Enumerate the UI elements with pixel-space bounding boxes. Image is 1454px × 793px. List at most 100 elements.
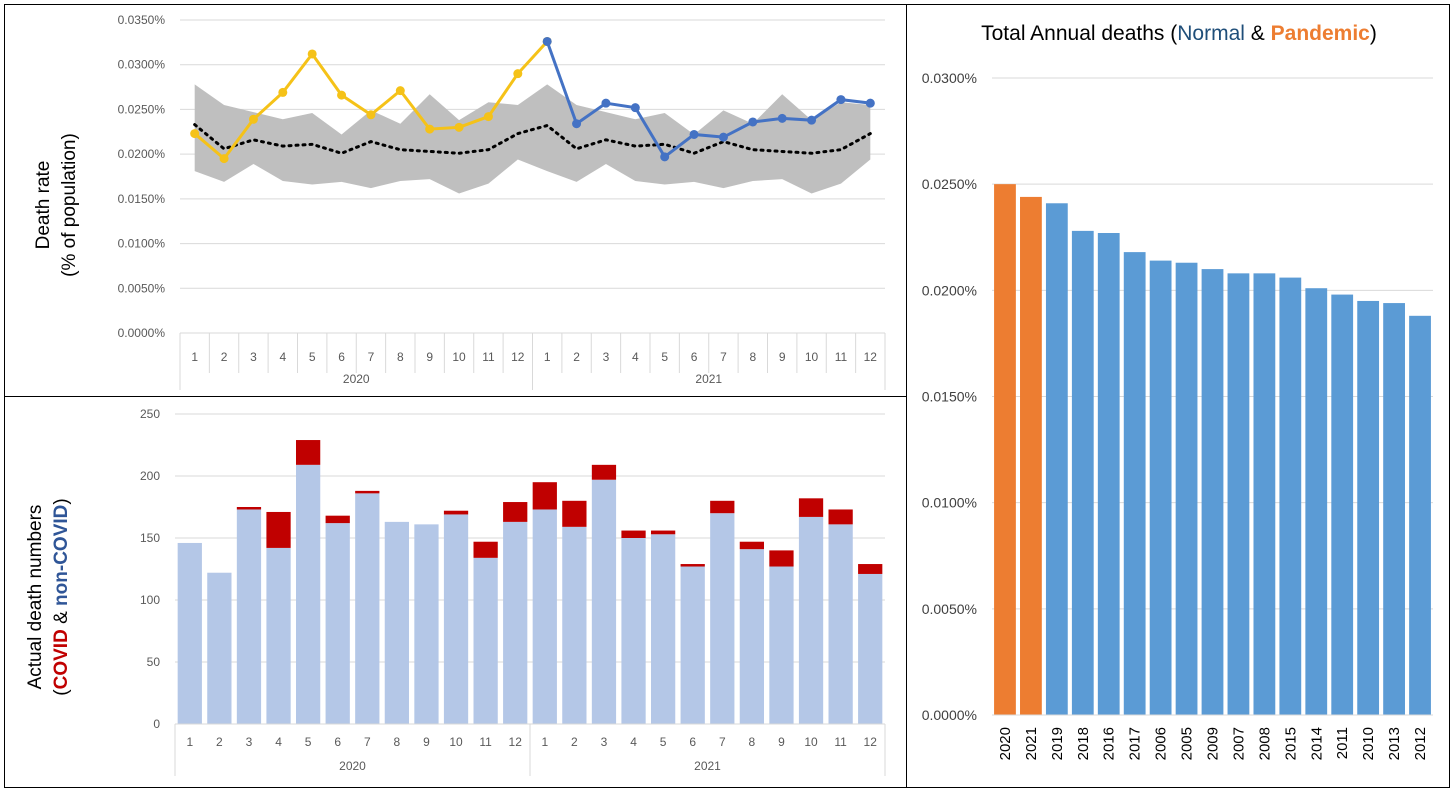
x-tick-month: 6 xyxy=(691,350,698,364)
x-year-label: 2016 xyxy=(1101,727,1118,760)
point-2021 xyxy=(572,119,582,129)
x-year-label: 2006 xyxy=(1153,727,1170,760)
bar-year xyxy=(994,184,1016,715)
point-2020 xyxy=(425,124,435,134)
point-2020 xyxy=(278,87,288,97)
y-tick-label: 0.0050% xyxy=(922,601,977,617)
bar-noncovid xyxy=(473,557,498,724)
point-2021 xyxy=(630,103,640,113)
y-tick-label: 0.0050% xyxy=(118,281,166,295)
x-tick-month: 2 xyxy=(573,350,580,364)
x-tick-month: 9 xyxy=(423,735,430,749)
x-tick-month: 1 xyxy=(191,350,198,364)
bar-covid xyxy=(473,541,498,558)
x-year-label: 2009 xyxy=(1205,727,1222,760)
bar-year xyxy=(1097,233,1120,715)
point-2021 xyxy=(777,113,787,123)
point-2021 xyxy=(807,115,817,125)
bar-year xyxy=(1020,196,1042,715)
y-tick-label: 100 xyxy=(140,593,160,607)
x-tick-month: 4 xyxy=(630,735,637,749)
bar-year xyxy=(1357,300,1380,715)
bar-year xyxy=(1201,269,1224,715)
x-tick-month: 9 xyxy=(426,350,433,364)
point-2021 xyxy=(836,95,846,105)
x-year-label: 2019 xyxy=(1049,727,1066,760)
x-year-label: 2020 xyxy=(343,372,370,386)
x-tick-month: 6 xyxy=(334,735,341,749)
x-year-label: 2021 xyxy=(695,372,722,386)
bar-noncovid xyxy=(710,513,735,724)
bar-noncovid xyxy=(443,514,469,724)
death-rate-chart: 0.0000% 0.0050% 0.0100% 0.0150% 0.0200% 0.025… xyxy=(33,13,886,390)
bar-noncovid xyxy=(858,573,883,724)
bar-noncovid xyxy=(591,479,617,724)
point-2021 xyxy=(601,98,611,108)
annual-deaths-title: Total Annual deaths (Normal & Pandemic) xyxy=(981,22,1377,45)
bar-covid xyxy=(295,440,321,465)
x-year-label: 2011 xyxy=(1334,727,1351,759)
bar-covid xyxy=(650,530,676,535)
x-year-label: 2021 xyxy=(694,759,721,773)
ylabel-open-paren: ( xyxy=(51,689,72,696)
bar-covid xyxy=(325,515,350,524)
y-tick-label: 150 xyxy=(140,531,160,545)
point-2020 xyxy=(395,86,405,96)
bar-noncovid xyxy=(325,523,350,724)
bar-year xyxy=(1123,252,1146,715)
bar-noncovid xyxy=(355,493,380,724)
point-2021 xyxy=(748,117,758,127)
x-tick-month: 9 xyxy=(778,735,785,749)
x-tick-month: 1 xyxy=(541,735,548,749)
x-tick-month: 8 xyxy=(749,735,756,749)
bar-covid xyxy=(562,500,587,527)
point-2020 xyxy=(366,110,376,120)
x-year-label: 2005 xyxy=(1179,727,1196,760)
x-tick-month: 12 xyxy=(511,350,525,364)
x-tick-month: 4 xyxy=(632,350,639,364)
x-year-label: 2007 xyxy=(1230,727,1247,760)
x-tick-month: 3 xyxy=(601,735,608,749)
point-2021 xyxy=(865,98,875,108)
bar-covid xyxy=(266,511,291,548)
bar-year xyxy=(1383,303,1405,715)
bar-noncovid xyxy=(384,521,410,724)
bar-covid xyxy=(858,564,883,574)
death-rate-ylabel-line1: Death rate xyxy=(33,161,54,250)
x-year-label: 2013 xyxy=(1386,727,1403,760)
bar-covid xyxy=(680,564,705,567)
x-year-label: 2008 xyxy=(1256,727,1273,760)
x-tick-month: 1 xyxy=(544,350,551,364)
bar-year xyxy=(1227,273,1250,715)
bar-noncovid xyxy=(562,526,587,724)
x-tick-month: 8 xyxy=(397,350,404,364)
ylabel-covid: COVID xyxy=(51,629,72,689)
x-tick-month: 12 xyxy=(864,350,878,364)
x-tick-month: 8 xyxy=(394,735,401,749)
bar-covid xyxy=(355,490,380,494)
bar-covid xyxy=(503,502,528,522)
x-year-label: 2021 xyxy=(1023,727,1040,760)
bar-noncovid xyxy=(207,572,232,724)
x-tick-month: 3 xyxy=(250,350,257,364)
y-tick-label: 0.0150% xyxy=(922,389,977,405)
y-tick-label: 0.0200% xyxy=(922,282,977,298)
x-tick-month: 7 xyxy=(720,350,727,364)
y-tick-label: 0.0200% xyxy=(118,147,166,161)
x-tick-month: 5 xyxy=(309,350,316,364)
bar-noncovid xyxy=(414,524,439,724)
ylabel-noncovid: non-COVID xyxy=(51,505,72,606)
bar-year xyxy=(1071,230,1094,715)
bar-noncovid xyxy=(680,566,705,724)
x-tick-month: 3 xyxy=(603,350,610,364)
bar-covid xyxy=(443,510,469,515)
bar-noncovid xyxy=(769,566,794,724)
y-tick-label: 0.0100% xyxy=(922,495,977,511)
y-tick-label: 0.0000% xyxy=(118,326,166,340)
bar-covid xyxy=(236,507,262,510)
y-tick-label: 250 xyxy=(140,407,160,421)
point-2020 xyxy=(454,122,464,132)
x-tick-month: 5 xyxy=(661,350,668,364)
bar-covid xyxy=(532,482,557,510)
